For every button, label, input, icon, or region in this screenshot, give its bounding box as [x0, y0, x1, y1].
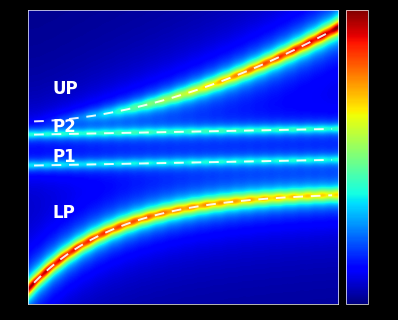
- Text: P2: P2: [53, 118, 76, 136]
- Text: P1: P1: [53, 148, 76, 166]
- Text: LP: LP: [53, 204, 76, 222]
- Text: UP: UP: [53, 80, 78, 98]
